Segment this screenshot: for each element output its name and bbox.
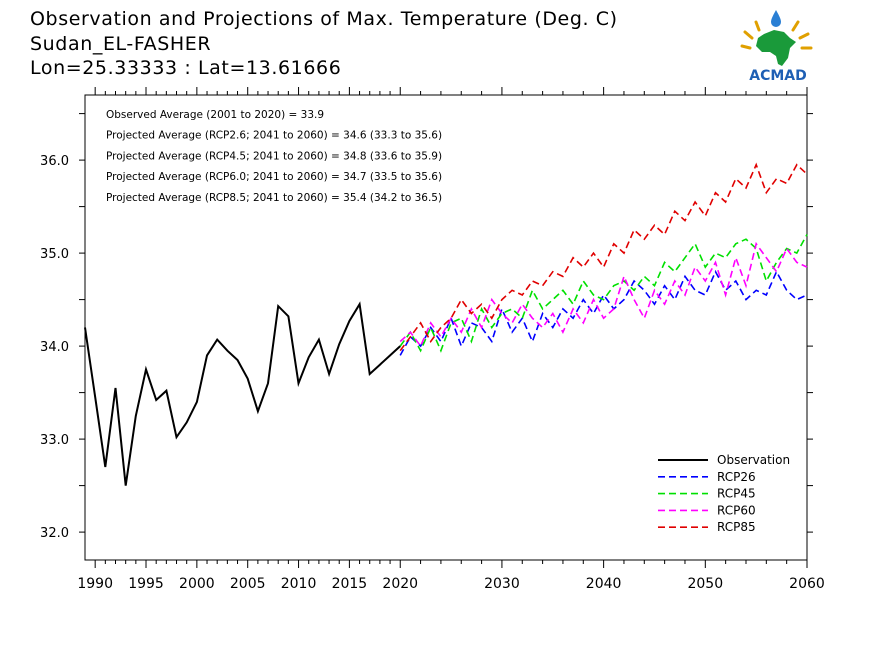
legend-label: RCP60: [717, 503, 756, 517]
x-tick-label: 1990: [77, 576, 113, 592]
x-tick-label: 1995: [128, 576, 164, 592]
axis-ticks: 32.0 33.0 34.0 35.0 36.0 1990 1995 2000 2005 2010…: [40, 87, 825, 592]
station-coordinates: Lon=25.33333 : Lat=13.61666: [30, 57, 342, 79]
legend-label: RCP85: [717, 520, 756, 534]
legend-label: RCP26: [717, 470, 756, 484]
series-line-rcp85: [399, 162, 808, 352]
sun-rays-icon: [740, 20, 813, 50]
y-tick-label: 34.0: [40, 340, 69, 355]
series-line-rcp26: [399, 269, 808, 356]
annotation-line: Projected Average (RCP4.5; 2041 to 2060)…: [106, 150, 442, 162]
x-tick-label: 2000: [179, 576, 215, 592]
series-line-rcp45: [399, 234, 808, 353]
x-tick-label: 2050: [687, 576, 723, 592]
y-tick-label: 32.0: [40, 526, 69, 541]
legend: Observation RCP26 RCP45 RCP60 RCP85: [658, 453, 790, 534]
droplet-icon: [771, 10, 781, 27]
annotation-line: Observed Average (2001 to 2020) = 33.9: [106, 109, 324, 121]
chart-title: Observation and Projections of Max. Temp…: [30, 8, 618, 30]
x-tick-label: 2015: [332, 576, 368, 592]
x-tick-label: 2020: [382, 576, 418, 592]
x-tick-label: 2060: [789, 576, 825, 592]
annotation-line: Projected Average (RCP2.6; 2041 to 2060)…: [106, 130, 442, 142]
x-tick-label: 2010: [281, 576, 317, 592]
y-tick-label: 35.0: [40, 247, 69, 262]
africa-map-icon: [756, 30, 796, 66]
annotations: Observed Average (2001 to 2020) = 33.9 Pr…: [106, 109, 442, 204]
acmad-logo: ACMAD: [740, 10, 813, 84]
legend-label: RCP45: [717, 487, 756, 501]
plot-frame: [84, 94, 808, 561]
y-tick-label: 36.0: [40, 154, 69, 169]
x-tick-label: 2040: [586, 576, 622, 592]
series-line-rcp60: [399, 241, 808, 348]
series-line-observation: [84, 301, 401, 486]
x-tick-label: 2030: [484, 576, 520, 592]
y-tick-label: 33.0: [40, 433, 69, 448]
annotation-line: Projected Average (RCP6.0; 2041 to 2060)…: [106, 171, 442, 183]
legend-label: Observation: [717, 453, 790, 467]
station-name: Sudan_EL-FASHER: [30, 33, 212, 55]
annotation-line: Projected Average (RCP8.5; 2041 to 2060)…: [106, 192, 442, 204]
acmad-logo-text: ACMAD: [749, 68, 807, 84]
x-tick-label: 2005: [230, 576, 266, 592]
series-lines: [84, 162, 808, 486]
